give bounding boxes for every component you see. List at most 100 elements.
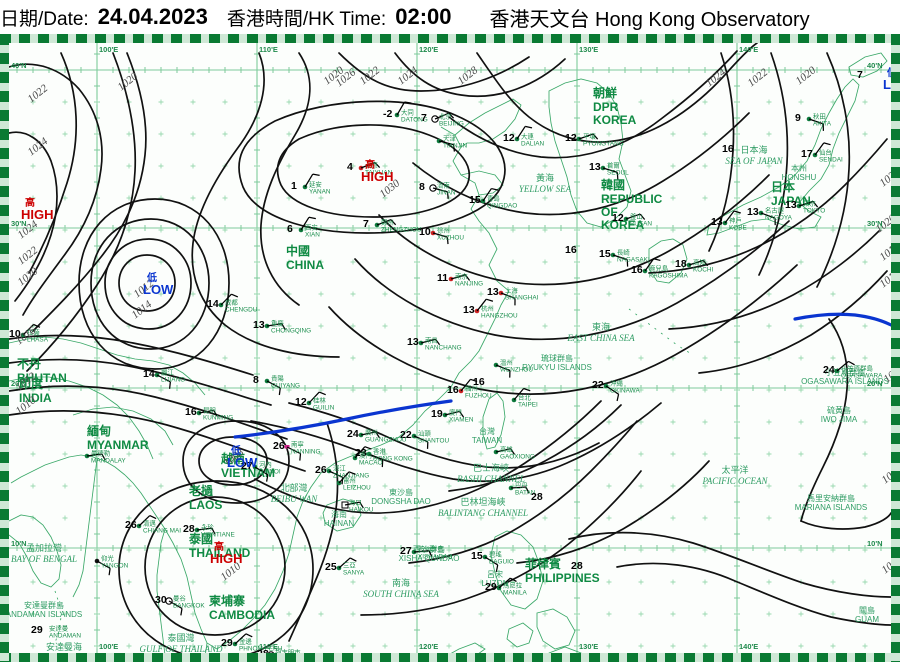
isobar-label: 1010	[879, 553, 891, 576]
svg-text:HIGH: HIGH	[21, 207, 54, 222]
svg-text:低: 低	[886, 66, 891, 79]
warm-front-pacific	[793, 312, 891, 327]
station-name-en: MANDALAY	[91, 458, 126, 465]
svg-text:馬里安納群島: 馬里安納群島	[807, 493, 855, 503]
station-name-cn: 清邁	[143, 519, 156, 528]
svg-text:TAIWAN: TAIWAN	[472, 436, 502, 445]
station-temperature: 15	[471, 550, 483, 562]
svg-text:DONGSHA DAO: DONGSHA DAO	[371, 497, 431, 506]
svg-text:安達曼海: 安達曼海	[46, 641, 82, 653]
svg-text:高: 高	[214, 540, 224, 553]
svg-text:HONSHU: HONSHU	[782, 173, 817, 182]
station-plot: 16	[565, 244, 577, 256]
svg-text:INDIA: INDIA	[19, 391, 52, 405]
station-name-cn: 鄭州	[381, 218, 394, 227]
station-name-cn: 溫州	[500, 358, 513, 367]
station-name-en: XIAN	[305, 232, 320, 239]
svg-text:泰國: 泰國	[188, 531, 213, 546]
station-name-en: TAIYUAN	[365, 170, 393, 177]
svg-text:太平洋: 太平洋	[721, 464, 748, 476]
station-name-en: NAGOYA	[765, 215, 793, 222]
svg-text:XISHA QUNDAO: XISHA QUNDAO	[399, 554, 460, 563]
svg-text:高: 高	[365, 158, 375, 171]
svg-text:BHUTAN: BHUTAN	[17, 371, 67, 385]
station-temperature: 8	[419, 181, 425, 193]
station-name-en: BAGUIO	[489, 559, 514, 566]
svg-text:小笠原群島: 小笠原群島	[825, 367, 865, 377]
lat-label: 30'N	[11, 219, 27, 228]
station-name-cn: 永珍	[201, 523, 214, 532]
station-temperature: 1	[291, 180, 297, 192]
station-name-en: BEIJING	[439, 121, 464, 128]
svg-text:HAINAN: HAINAN	[324, 519, 354, 528]
surface-analysis-map: 日本海 SEA OF JAPAN 黃海 YELLOW SEA 東海 EAST CHINA …	[0, 34, 900, 662]
date-value: 24.04.2023	[97, 4, 208, 29]
station-name-cn: 澳門	[359, 451, 372, 460]
station-name-cn: 延安	[309, 180, 322, 189]
station-name-cn: 重慶	[271, 319, 284, 328]
station-temperature: 13	[711, 216, 723, 228]
isobar-label: 1022	[357, 64, 382, 87]
station-temperature: 30	[155, 594, 167, 606]
svg-text:菲律賓: 菲律賓	[525, 556, 561, 571]
station-temperature: 13	[747, 206, 759, 218]
station-name-cn: 香港	[373, 447, 386, 456]
station-name-en: VIENTIANE	[201, 532, 235, 539]
station-name-en: HANGZHOU	[481, 313, 518, 320]
map-frame-right	[891, 34, 900, 662]
station-name-cn: 濟南	[437, 181, 450, 190]
date-label: 日期/Date:	[0, 8, 89, 30]
station-name-en: ZHENGZHOU	[381, 227, 422, 234]
svg-text:台灣: 台灣	[479, 426, 495, 436]
station-name-cn: 天津	[443, 135, 456, 143]
station-name-cn: 高知	[693, 258, 706, 267]
station-name-en: XUZHOU	[437, 235, 464, 242]
station-temperature: 6	[287, 223, 293, 235]
station-temperature: 27	[241, 460, 253, 472]
svg-text:海南: 海南	[331, 509, 347, 519]
lat-label-right: 10'N	[867, 539, 883, 548]
station-temperature: 12	[503, 132, 515, 144]
station-name-cn: 河內	[259, 460, 272, 469]
station-name-en: GAOXIONG	[500, 454, 535, 461]
station-name-en: KOBE	[729, 225, 747, 232]
station-plot: 16	[473, 376, 485, 388]
station-temperature: 28	[183, 523, 195, 535]
station-temperature: 19	[431, 408, 443, 420]
svg-text:南海: 南海	[392, 577, 410, 589]
station-name-cn: 鹿兒島	[649, 264, 669, 273]
station-name-en: TAIPEI	[518, 402, 538, 409]
